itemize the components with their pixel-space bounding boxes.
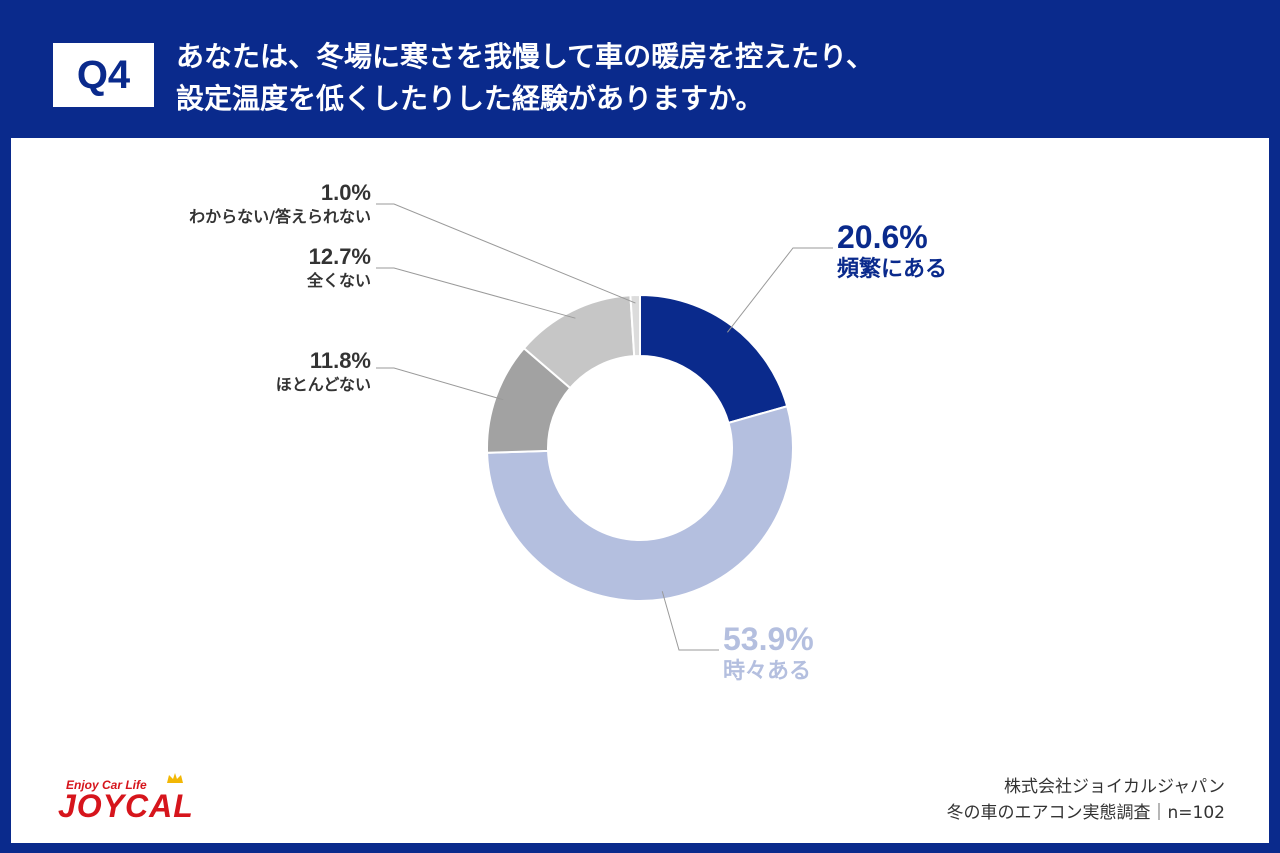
logo-wordmark: JOYCAL — [58, 788, 194, 824]
donut-slice-1 — [486, 405, 794, 602]
category-label-0: 頻繁にある — [837, 256, 947, 282]
question-line-2: 設定温度を低くしたりした経験がありますか。 — [176, 82, 764, 115]
credit-block: 株式会社ジョイカルジャパン 冬の車のエアコン実態調査｜n=102 — [947, 774, 1225, 826]
chart-panel: 20.6% 頻繁にある 53.9% 時々ある 11.8% ほとんどない 12.7% 全くない 1… — [11, 138, 1269, 843]
question-number-badge: Q4 — [53, 43, 154, 107]
category-label-2: ほとんどない — [276, 375, 371, 394]
donut-slice-0 — [639, 293, 789, 425]
crown-icon — [167, 773, 183, 783]
leader-line-2 — [376, 367, 504, 401]
value-label-2: 11.8% — [310, 348, 371, 373]
survey-name: 冬の車のエアコン実態調査｜n=102 — [946, 803, 1225, 823]
donut-slice-4 — [629, 293, 641, 358]
value-label-3: 12.7% — [309, 244, 371, 269]
value-label-1: 53.9% — [723, 621, 814, 657]
header-banner: Q4 あなたは、冬場に寒さを我慢して車の暖房を控えたり、 設定温度を低くしたりし… — [0, 0, 1280, 138]
donut-chart: 20.6%頻繁にある 53.9%時々ある 11.8% ほとんどない 12.7% 全くない 1… — [189, 180, 947, 684]
joycal-logo: Enjoy Car Life JOYCAL — [58, 772, 218, 828]
category-label-3: 全くない — [306, 271, 371, 290]
value-label-0: 20.6% — [837, 219, 928, 255]
value-label-4: 1.0% — [321, 180, 371, 205]
question-line-1: あなたは、冬場に寒さを我慢して車の暖房を控えたり、 — [176, 40, 875, 73]
leader-line-3 — [376, 267, 576, 319]
company-name: 株式会社ジョイカルジャパン — [1004, 777, 1225, 797]
question-text: あなたは、冬場に寒さを我慢して車の暖房を控えたり、 設定温度を低くしたりした経験… — [176, 36, 1236, 120]
leader-line-4 — [376, 203, 636, 304]
logo-tagline: Enjoy Car Life — [66, 778, 147, 792]
category-label-4: わからない/答えられない — [189, 207, 371, 226]
leader-line-0 — [727, 247, 833, 333]
leader-line-1 — [661, 591, 719, 651]
category-label-1: 時々ある — [723, 659, 811, 684]
